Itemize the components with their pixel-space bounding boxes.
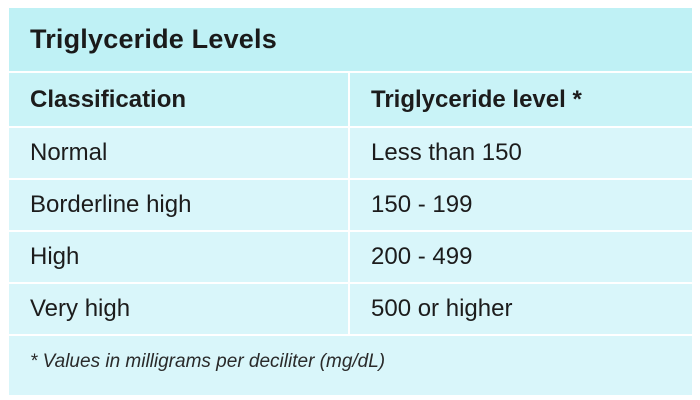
table-row: Borderline high 150 - 199 (9, 179, 692, 232)
level-cell: Less than 150 (348, 127, 692, 180)
classification-cell: Very high (9, 283, 349, 336)
classification-cell: Borderline high (9, 179, 349, 232)
classification-cell: High (9, 231, 349, 284)
level-cell: 200 - 499 (348, 231, 692, 284)
footnote: * Values in milligrams per deciliter (mg… (30, 351, 386, 372)
table-row: Very high 500 or higher (9, 283, 692, 336)
column-header-triglyceride-level: Triglyceride level * (348, 73, 692, 128)
title-bar: Triglyceride Levels (9, 8, 692, 73)
triglyceride-levels-card: Triglyceride Levels Classification Trigl… (9, 8, 692, 395)
column-header-classification: Classification (9, 73, 349, 128)
levels-table: Classification Triglyceride level * Norm… (9, 73, 692, 336)
level-cell: 500 or higher (348, 283, 692, 336)
table-row: High 200 - 499 (9, 231, 692, 284)
table-header-row: Classification Triglyceride level * (9, 73, 692, 128)
card-title: Triglyceride Levels (30, 24, 277, 54)
classification-cell: Normal (9, 127, 349, 180)
table-row: Normal Less than 150 (9, 127, 692, 180)
level-cell: 150 - 199 (348, 179, 692, 232)
